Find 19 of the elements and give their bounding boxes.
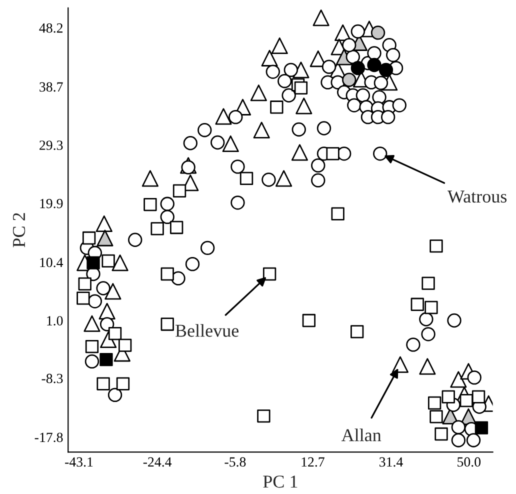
x-tick-label: -43.1 — [65, 457, 93, 467]
y-tick-label: 38.7 — [40, 82, 63, 92]
x-tick-label: -5.8 — [224, 457, 246, 467]
x-axis-title: PC 1 — [263, 476, 298, 488]
annotation: Watrous — [448, 190, 507, 203]
y-tick-label: -8.3 — [42, 374, 63, 384]
annotation: Allan — [341, 428, 382, 442]
y-tick-label: -17.8 — [34, 432, 63, 442]
x-tick-label: 31.4 — [380, 457, 403, 467]
x-tick-label: 50.0 — [458, 457, 481, 467]
x-tick-label: -24.4 — [143, 457, 172, 467]
annotation: Bellevue — [175, 324, 239, 337]
y-axis-title: PC 2 — [12, 213, 26, 248]
y-tick-label: 1.0 — [47, 316, 63, 326]
y-tick-label: 29.3 — [40, 140, 63, 150]
y-tick-label: 10.4 — [40, 258, 64, 268]
y-tick-label: 48.2 — [39, 23, 62, 33]
y-tick-label: 19.9 — [40, 198, 63, 208]
x-tick-label: 12.7 — [302, 457, 324, 467]
